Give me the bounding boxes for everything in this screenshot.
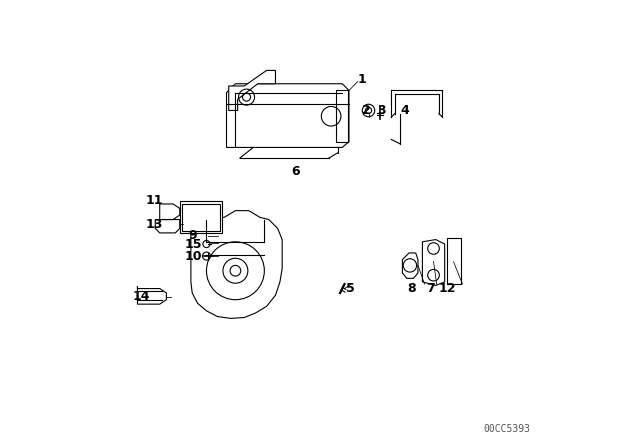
Text: 12: 12 bbox=[438, 282, 456, 295]
Text: 1: 1 bbox=[358, 73, 367, 86]
Text: 8: 8 bbox=[407, 282, 415, 295]
Bar bbox=[180, 201, 222, 233]
Text: 4: 4 bbox=[400, 104, 409, 117]
Text: 5: 5 bbox=[346, 282, 355, 295]
Text: 3: 3 bbox=[377, 104, 386, 117]
Bar bbox=[182, 204, 220, 231]
Text: 6: 6 bbox=[291, 165, 300, 178]
Text: 10: 10 bbox=[184, 250, 202, 263]
Text: 00CC5393: 00CC5393 bbox=[483, 424, 531, 434]
Text: 7: 7 bbox=[426, 282, 435, 295]
Text: 2: 2 bbox=[362, 104, 371, 117]
Text: 15: 15 bbox=[184, 237, 202, 250]
Text: 14: 14 bbox=[132, 290, 150, 303]
Polygon shape bbox=[191, 211, 282, 319]
Text: 9: 9 bbox=[189, 228, 197, 241]
Text: 13: 13 bbox=[146, 217, 163, 231]
Bar bbox=[447, 238, 461, 284]
Text: 11: 11 bbox=[146, 194, 163, 207]
Polygon shape bbox=[228, 70, 275, 111]
